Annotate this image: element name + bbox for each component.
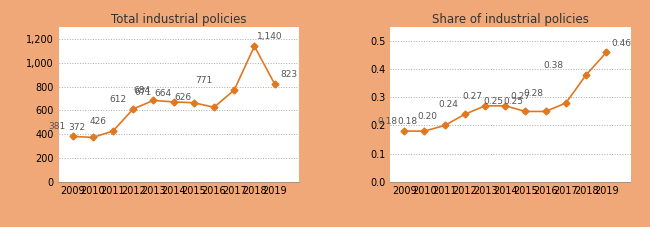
Text: 0.27: 0.27 xyxy=(462,92,482,101)
Text: 0.20: 0.20 xyxy=(418,111,437,121)
Text: 771: 771 xyxy=(195,76,212,85)
Text: 684: 684 xyxy=(133,86,151,95)
Text: 664: 664 xyxy=(155,89,172,98)
Text: 671: 671 xyxy=(134,88,151,97)
Text: 612: 612 xyxy=(109,95,126,104)
Title: Share of industrial policies: Share of industrial policies xyxy=(432,13,589,26)
Text: 0.25: 0.25 xyxy=(483,97,503,106)
Text: 0.18: 0.18 xyxy=(377,117,397,126)
Text: 0.46: 0.46 xyxy=(612,39,632,47)
Text: 823: 823 xyxy=(280,70,297,79)
Text: 0.27: 0.27 xyxy=(511,92,531,101)
Text: 0.18: 0.18 xyxy=(397,117,417,126)
Text: 626: 626 xyxy=(175,93,192,102)
Text: 426: 426 xyxy=(89,117,106,126)
Text: 0.24: 0.24 xyxy=(438,100,458,109)
Text: 0.28: 0.28 xyxy=(524,89,543,98)
Text: 381: 381 xyxy=(49,122,66,131)
Title: Total industrial policies: Total industrial policies xyxy=(111,13,246,26)
Text: 0.38: 0.38 xyxy=(543,61,564,70)
Text: 372: 372 xyxy=(69,123,86,133)
Text: 1,140: 1,140 xyxy=(257,32,283,41)
Text: 0.25: 0.25 xyxy=(504,97,523,106)
